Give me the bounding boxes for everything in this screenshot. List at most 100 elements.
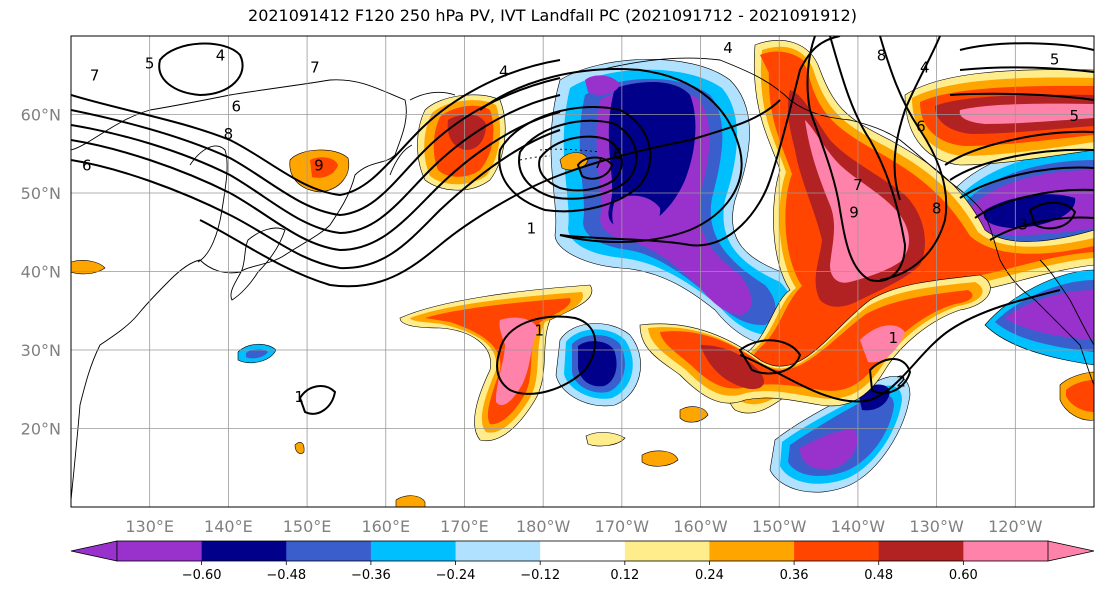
positive-blob-hawaii xyxy=(679,406,709,423)
colorbar-tick-label-9: 0.60 xyxy=(949,568,978,583)
colorbar-segment-4 xyxy=(455,541,541,561)
lon-tick-label-6: 170°W xyxy=(595,517,650,536)
latitude-labels: 60°N 50°N 40°N 30°N 20°N xyxy=(21,106,61,439)
colorbar-tick-label-5: 0.12 xyxy=(610,568,639,583)
lat-tick-label-2: 40°N xyxy=(21,263,61,282)
contour-low-ne xyxy=(944,130,1094,241)
contour-jet-1 xyxy=(71,59,561,197)
contour-jet-6 xyxy=(199,99,781,288)
colorbar-segment-1 xyxy=(201,541,287,561)
contour-jet-4 xyxy=(71,111,561,252)
lon-tick-label-5: 180°W xyxy=(516,517,571,536)
negative-anomaly-subtropical xyxy=(555,323,641,407)
lon-tick-label-1: 140°E xyxy=(204,517,253,536)
pv-contours xyxy=(71,36,1094,415)
contour-jet-2 xyxy=(71,77,561,217)
lon-tick-label-8: 150°W xyxy=(752,517,807,536)
contour-label-1: 5 xyxy=(145,54,155,72)
colorbar-segment-8 xyxy=(794,541,880,561)
contour-label-18: 7 xyxy=(853,176,863,194)
lon-tick-label-4: 170°E xyxy=(440,517,489,536)
map-title: 2021091412 F120 250 hPa PV, IVT Landfall… xyxy=(248,6,857,25)
contour-label-13: 8 xyxy=(877,47,887,65)
contour-label-4: 6 xyxy=(231,98,241,116)
coastlines xyxy=(71,57,1094,501)
colorbar-segment-2 xyxy=(286,541,372,561)
colorbar-frame xyxy=(116,540,1049,562)
contour-cutoff-2 xyxy=(738,339,802,375)
lat-tick-label-4: 20°N xyxy=(21,420,61,439)
contour-cutoff-west xyxy=(298,385,337,415)
contour-label-24: 2 xyxy=(896,372,906,390)
colorbar-tick-label-2: −0.36 xyxy=(351,568,391,583)
colorbar-tick-label-6: 0.24 xyxy=(695,568,724,583)
coast-baja xyxy=(1039,259,1094,346)
positive-anomaly-hawaii-band xyxy=(639,274,991,407)
colorbar: −0.60 −0.48 −0.36 −0.24 −0.12 0.12 0.24 0.36 0.4… xyxy=(70,540,1095,583)
contour-label-6: 6 xyxy=(82,157,92,175)
contour-jet-3 xyxy=(71,94,561,235)
contour-label-10: 6 xyxy=(613,145,623,163)
lon-tick-label-7: 160°W xyxy=(673,517,728,536)
positive-blob-tiny xyxy=(294,442,305,454)
contour-label-2: 7 xyxy=(90,66,100,84)
colorbar-segment-0 xyxy=(117,541,203,561)
coast-kamchatka xyxy=(389,91,456,176)
colorbar-segment-5 xyxy=(540,541,626,561)
contour-label-16: 6 xyxy=(916,117,926,135)
positive-blob-bottom xyxy=(395,495,426,507)
contour-label-5: 8 xyxy=(224,125,234,143)
contour-label-22: 1 xyxy=(534,321,544,339)
negative-anomaly-hawaii-east xyxy=(769,376,911,493)
colorbar-tick-label-8: 0.48 xyxy=(864,568,893,583)
contour-label-14: 4 xyxy=(920,58,930,76)
contour-trough-2 xyxy=(806,36,907,282)
coast-north-america xyxy=(599,57,1094,386)
colorbar-segment-3 xyxy=(370,541,457,561)
contour-label-3: 7 xyxy=(310,58,320,76)
colorbar-segment-7 xyxy=(709,541,795,561)
lon-tick-label-11: 120°W xyxy=(988,517,1043,536)
contour-low-4 xyxy=(576,156,614,180)
gridlines xyxy=(71,36,1094,507)
contour-low-3 xyxy=(538,135,623,192)
contour-label-21: 3 xyxy=(1018,215,1028,233)
contour-low-1 xyxy=(498,106,652,213)
lon-tick-label-9: 140°W xyxy=(831,517,886,536)
contour-trough-3 xyxy=(879,36,948,281)
contour-trough-1 xyxy=(559,36,841,247)
contour-label-9: 7 xyxy=(593,154,603,172)
colorbar-segment-10 xyxy=(963,541,1049,561)
map-frame xyxy=(70,35,1095,508)
lon-tick-label-3: 160°E xyxy=(361,517,410,536)
positive-anomaly-gulf-of-alaska xyxy=(727,40,1094,414)
coast-japan xyxy=(230,227,286,301)
contour-ring-north xyxy=(158,42,244,97)
contour-low-ne-core xyxy=(1028,201,1077,230)
contour-cutoff-1 xyxy=(496,315,597,395)
longitude-labels: 130°E 140°E 150°E 160°E 170°E 180°W 170°W 160°W… xyxy=(125,517,1042,536)
contour-label-17: 5 xyxy=(1070,107,1080,125)
contour-label-19: 9 xyxy=(849,204,859,222)
positive-blob-south2 xyxy=(585,432,626,447)
positive-anomaly-canada xyxy=(904,69,1094,166)
colorbar-segment-9 xyxy=(878,541,964,561)
colorbar-extend-high xyxy=(1047,540,1095,562)
colorbar-tick-label-1: −0.48 xyxy=(266,568,306,583)
contour-label-23: 1 xyxy=(889,329,899,347)
lat-tick-label-1: 50°N xyxy=(21,184,61,203)
lon-tick-label-10: 130°W xyxy=(909,517,964,536)
coast-asia xyxy=(71,79,407,501)
positive-blob-south xyxy=(641,450,679,467)
colorbar-tick-label-3: −0.24 xyxy=(436,568,476,583)
contour-label-8: 4 xyxy=(499,62,509,80)
contour-jet-5 xyxy=(71,129,561,270)
contour-label-25: 1 xyxy=(294,388,304,406)
contour-label-0: 4 xyxy=(216,47,226,65)
contour-low-2 xyxy=(518,119,638,200)
colorbar-segment-6 xyxy=(624,541,710,561)
colorbar-tick-label-7: 0.36 xyxy=(780,568,809,583)
contour-trough-4 xyxy=(893,36,941,201)
